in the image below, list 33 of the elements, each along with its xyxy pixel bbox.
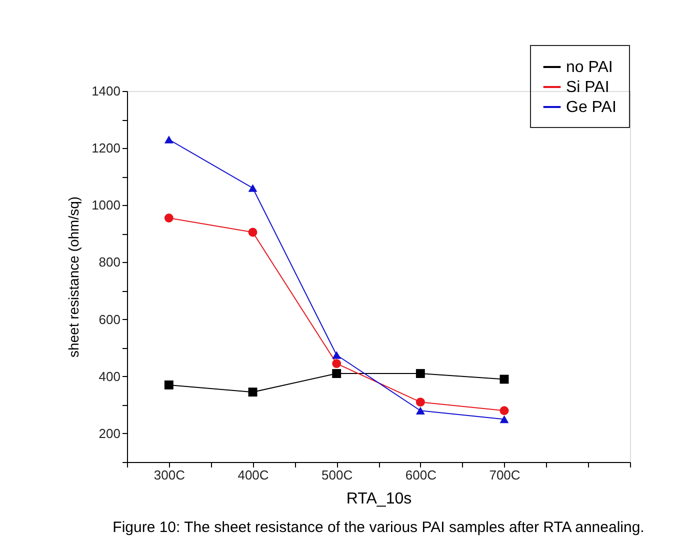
legend-label: Ge PAI <box>566 99 616 116</box>
y-tick-label: 400 <box>98 368 120 384</box>
x-tick-label: 600C <box>405 468 436 482</box>
point <box>416 406 425 415</box>
point <box>416 398 425 407</box>
x-axis-title: RTA_10s <box>346 490 412 508</box>
point <box>248 184 258 192</box>
y-tick-label: 1000 <box>92 198 120 213</box>
x-tick-label: 500C <box>322 468 353 482</box>
point <box>164 380 174 390</box>
point <box>332 351 342 359</box>
y-tick-label: 1400 <box>92 84 120 98</box>
point <box>500 406 509 416</box>
x-tick-label: 300C <box>154 468 185 482</box>
point <box>332 369 342 378</box>
legend-label: Si PAI <box>566 79 610 96</box>
point <box>248 388 258 397</box>
point <box>164 136 174 144</box>
point <box>248 228 258 237</box>
point <box>416 369 425 378</box>
caption: Figure 10: The sheet resistance of the various PAI samples after RTA annealing. <box>112 519 644 536</box>
point <box>500 415 509 424</box>
y-tick-label: 200 <box>98 426 120 441</box>
y-tick-label: 1200 <box>92 140 120 156</box>
point <box>500 374 509 384</box>
y-tick-label: 800 <box>98 254 120 270</box>
point <box>332 359 342 368</box>
point <box>164 214 174 222</box>
x-tick-label: 400C <box>238 468 269 482</box>
x-tick-label: 700C <box>489 468 520 482</box>
legend-label: no PAI <box>566 59 613 76</box>
y-axis-title: sheet resistance (ohm/sq) <box>66 196 82 358</box>
y-tick-label: 600 <box>98 312 120 327</box>
